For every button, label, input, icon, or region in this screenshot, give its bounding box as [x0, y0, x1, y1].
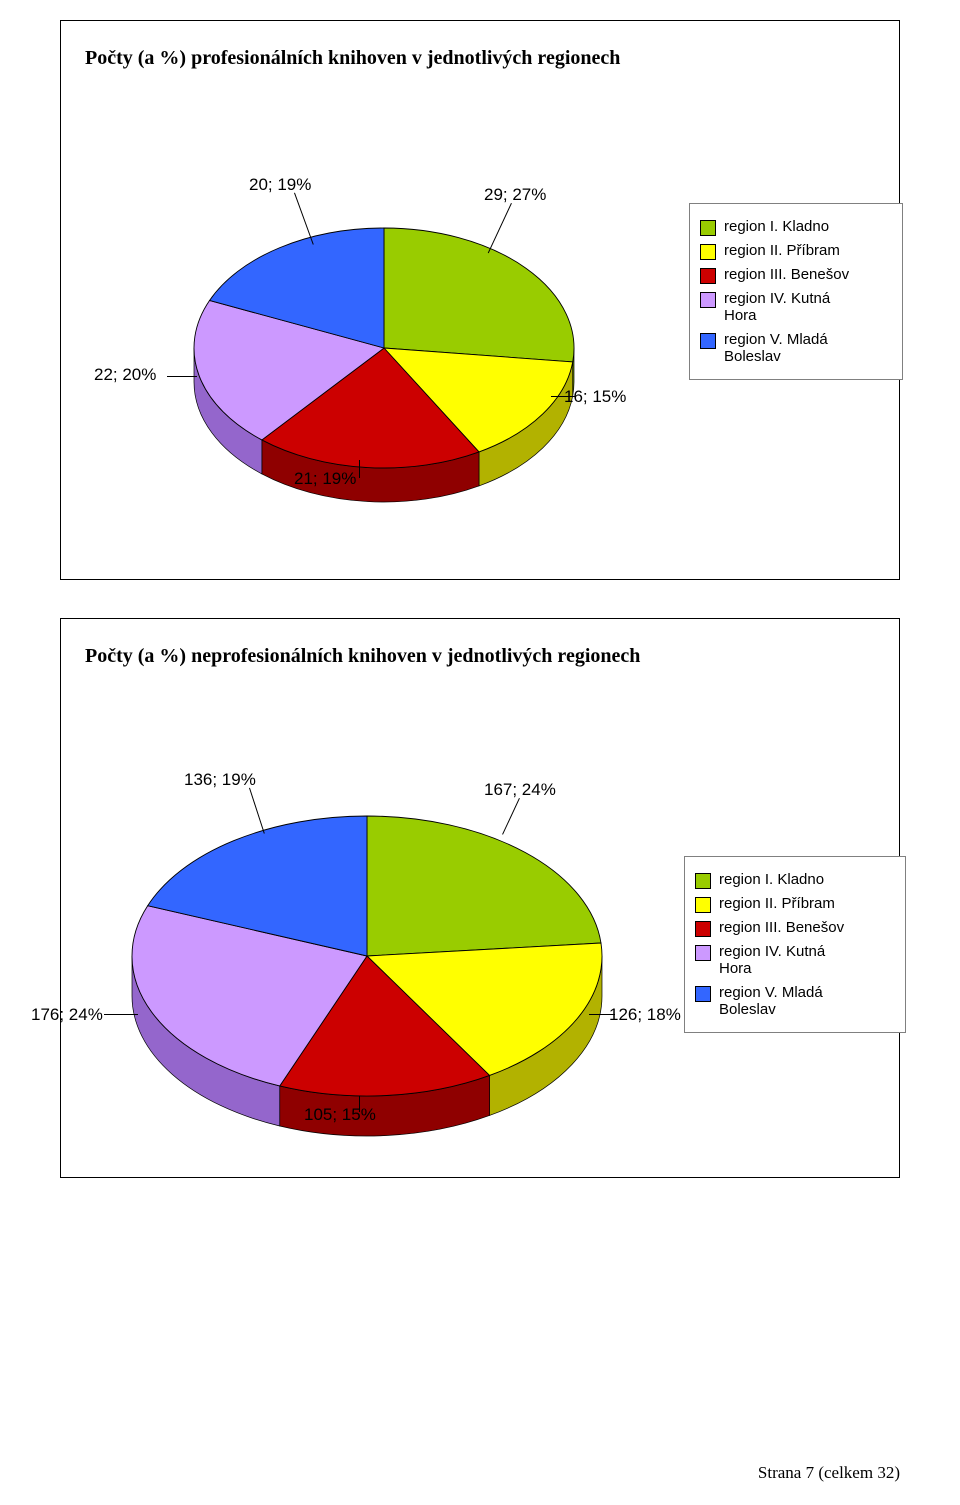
- legend-item: region V. Mladá Boleslav: [700, 331, 890, 366]
- chart-title-1: Počty (a %) profesionálních knihoven v j…: [85, 47, 881, 70]
- legend: region I. Kladno region II. Příbram region…: [684, 856, 906, 1033]
- legend-item: region IV. Kutná Hora: [700, 290, 890, 325]
- legend-item: region III. Benešov: [700, 266, 890, 284]
- legend-item: region II. Příbram: [695, 895, 893, 913]
- legend-label: region V. Mladá Boleslav: [724, 331, 854, 366]
- leader-line: [589, 1014, 615, 1015]
- chart-title-2: Počty (a %) neprofesionálních knihoven v…: [85, 645, 881, 668]
- data-label: 21; 19%: [294, 470, 356, 487]
- chart-area-2: 136; 19%167; 24%176; 24%105; 15%126; 18%…: [79, 686, 881, 1106]
- data-label: 20; 19%: [249, 176, 311, 193]
- legend-item: region II. Příbram: [700, 242, 890, 260]
- leader-line: [359, 460, 360, 478]
- legend-swatch: [695, 873, 711, 889]
- pie-chart: [79, 686, 642, 1176]
- legend-swatch: [700, 268, 716, 284]
- data-label: 29; 27%: [484, 186, 546, 203]
- leader-line: [167, 376, 197, 377]
- legend-swatch: [700, 244, 716, 260]
- leader-line: [551, 396, 575, 397]
- legend: region I. Kladno region II. Příbram region…: [689, 203, 903, 380]
- legend-swatch: [695, 945, 711, 961]
- data-label: 105; 15%: [304, 1106, 376, 1123]
- legend-label: region I. Kladno: [724, 218, 829, 235]
- legend-item: region I. Kladno: [700, 218, 890, 236]
- data-label: 136; 19%: [184, 771, 256, 788]
- pie-slice: [384, 228, 574, 362]
- legend-item: region III. Benešov: [695, 919, 893, 937]
- chart-area-1: 20; 19%29; 27%22; 20%21; 19%16; 15%regio…: [79, 88, 881, 508]
- leader-line: [104, 1014, 138, 1015]
- legend-label: region II. Příbram: [719, 895, 835, 912]
- legend-item: region I. Kladno: [695, 871, 893, 889]
- legend-swatch: [700, 292, 716, 308]
- pie-slice: [367, 816, 601, 956]
- data-label: 167; 24%: [484, 781, 556, 798]
- legend-label: region IV. Kutná Hora: [719, 943, 849, 978]
- legend-label: region IV. Kutná Hora: [724, 290, 854, 325]
- legend-swatch: [695, 921, 711, 937]
- legend-swatch: [700, 220, 716, 236]
- legend-label: region III. Benešov: [724, 266, 849, 283]
- legend-swatch: [695, 897, 711, 913]
- data-label: 176; 24%: [31, 1006, 103, 1023]
- leader-line: [359, 1096, 360, 1112]
- data-label: 126; 18%: [609, 1006, 681, 1023]
- legend-swatch: [700, 333, 716, 349]
- legend-item: region V. Mladá Boleslav: [695, 984, 893, 1019]
- legend-label: region I. Kladno: [719, 871, 824, 888]
- legend-label: region V. Mladá Boleslav: [719, 984, 849, 1019]
- chart-box-2: Počty (a %) neprofesionálních knihoven v…: [60, 618, 900, 1178]
- data-label: 22; 20%: [94, 366, 156, 383]
- legend-label: region III. Benešov: [719, 919, 844, 936]
- legend-swatch: [695, 986, 711, 1002]
- chart-box-1: Počty (a %) profesionálních knihoven v j…: [60, 20, 900, 580]
- legend-item: region IV. Kutná Hora: [695, 943, 893, 978]
- page-footer: Strana 7 (celkem 32): [758, 1463, 900, 1483]
- page: Počty (a %) profesionálních knihoven v j…: [0, 0, 960, 1505]
- legend-label: region II. Příbram: [724, 242, 840, 259]
